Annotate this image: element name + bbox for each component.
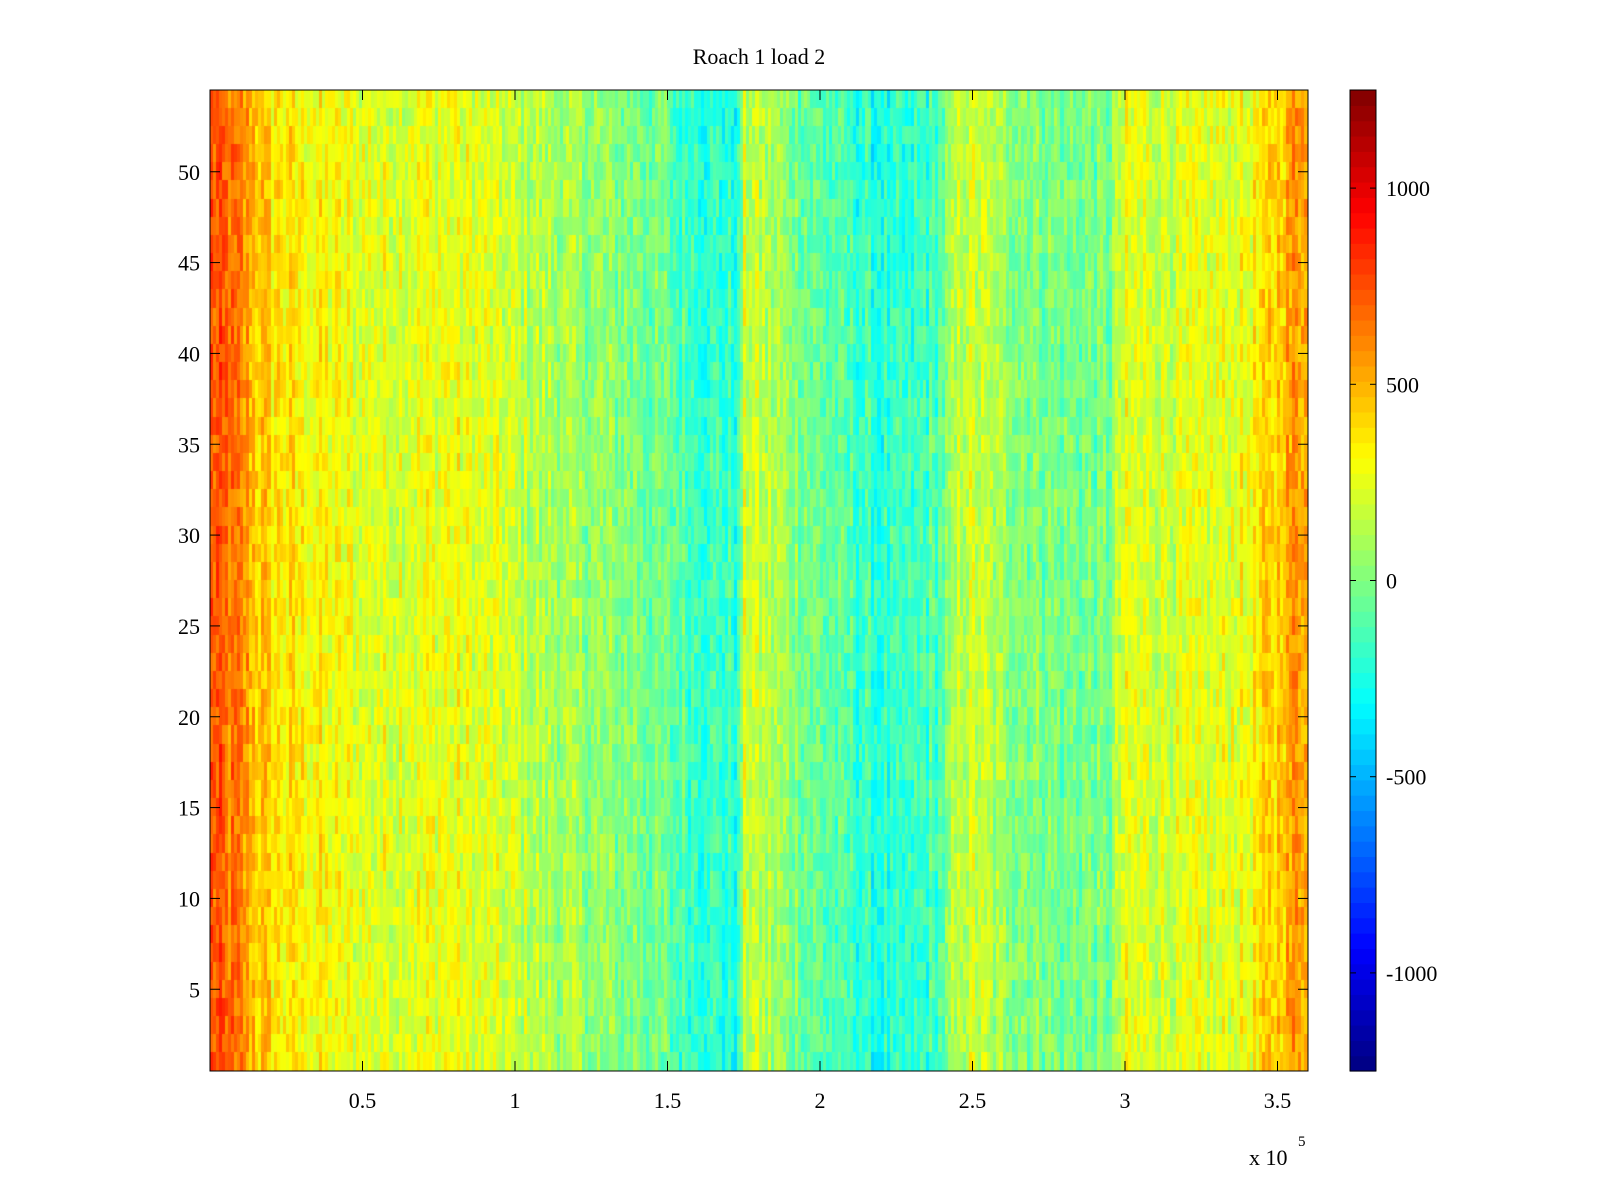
x-axis-multiplier-exponent: 5: [1298, 1134, 1306, 1150]
colorbar-swatch: [1350, 105, 1376, 122]
y-tick-label: 30: [178, 523, 200, 548]
colorbar-swatch: [1350, 718, 1376, 735]
x-tick-label: 3.5: [1264, 1088, 1292, 1113]
colorbar-swatch: [1350, 595, 1376, 612]
colorbar-swatch: [1350, 427, 1376, 444]
colorbar-swatch: [1350, 135, 1376, 152]
heatmap-cells: [210, 90, 1308, 1071]
colorbar-swatch: [1350, 212, 1376, 229]
colorbar-swatch: [1350, 887, 1376, 903]
colorbar-swatch: [1350, 795, 1376, 812]
y-tick-label: 5: [189, 977, 200, 1002]
colorbar-swatch: [1350, 304, 1376, 321]
colorbar-swatch: [1350, 641, 1376, 658]
colorbar-swatch: [1350, 825, 1376, 842]
y-tick-label: 10: [178, 886, 200, 911]
colorbar-swatch: [1350, 181, 1376, 198]
colorbar-swatch: [1350, 871, 1376, 888]
x-tick-label: 2.5: [959, 1088, 987, 1113]
colorbar-swatch: [1350, 902, 1376, 919]
colorbar-swatch: [1350, 519, 1376, 536]
colorbar-swatch: [1350, 779, 1376, 796]
colorbar-swatch: [1350, 227, 1376, 244]
colorbar-swatch: [1350, 810, 1376, 827]
colorbar-tick-label: 500: [1386, 372, 1419, 397]
colorbar-swatch: [1350, 488, 1376, 505]
colorbar-tick-label: 1000: [1386, 176, 1430, 201]
colorbar-swatch: [1350, 963, 1376, 980]
colorbar-swatch: [1350, 549, 1376, 566]
colorbar-swatch: [1350, 703, 1376, 720]
colorbar-swatch: [1350, 473, 1376, 490]
colorbar-swatch: [1350, 1025, 1376, 1041]
x-axis-ticks: 0.5 1 1.5 2 2.5 3 3.5: [349, 90, 1292, 1113]
y-axis-ticks: 5 10 15 20 25 30 35 40 45 50: [178, 160, 1308, 1002]
colorbar-swatch: [1350, 1040, 1376, 1057]
colorbar-tick-label: 0: [1386, 569, 1397, 594]
colorbar-swatch: [1350, 289, 1376, 306]
colorbar-swatch: [1350, 381, 1376, 398]
colorbar-swatch: [1350, 917, 1376, 934]
x-tick-label: 3: [1120, 1088, 1131, 1113]
x-axis-multiplier: x 10: [1249, 1145, 1288, 1170]
colorbar-tick-label: -500: [1386, 765, 1426, 790]
x-tick-label: 0.5: [349, 1088, 377, 1113]
y-tick-label: 40: [178, 341, 200, 366]
colorbar-swatch: [1350, 396, 1376, 413]
colorbar-swatch: [1350, 534, 1376, 551]
colorbar-swatch: [1350, 933, 1376, 949]
y-tick-label: 20: [178, 705, 200, 730]
colorbar-swatch: [1350, 151, 1376, 168]
colorbar-swatch: [1350, 565, 1376, 582]
colorbar-swatch: [1350, 335, 1376, 352]
colorbar-swatch: [1350, 166, 1376, 183]
x-tick-label: 1.5: [654, 1088, 682, 1113]
colorbar-swatch: [1350, 764, 1376, 781]
colorbar-swatch: [1350, 273, 1376, 290]
colorbar-swatch: [1350, 1009, 1376, 1026]
colorbar-swatch: [1350, 442, 1376, 459]
colorbar-swatch: [1350, 611, 1376, 628]
y-tick-label: 45: [178, 251, 200, 276]
y-tick-label: 25: [178, 614, 200, 639]
colorbar-swatch: [1350, 319, 1376, 336]
colorbar-swatch: [1350, 90, 1376, 106]
colorbar-swatch: [1350, 365, 1376, 382]
colorbar-tick-label: -1000: [1386, 961, 1437, 986]
colorbar-swatch: [1350, 411, 1376, 428]
heatmap-image: [210, 90, 1308, 1071]
colorbar-swatch: [1350, 948, 1376, 965]
colorbar-swatch: [1350, 979, 1376, 995]
plot-frame: [209, 89, 1309, 1072]
colorbar-swatch: [1350, 350, 1376, 367]
colorbar-swatch: [1350, 657, 1376, 674]
colorbar-swatch: [1350, 120, 1376, 137]
colorbar-swatch: [1350, 733, 1376, 750]
colorbar-swatch: [1350, 243, 1376, 260]
colorbar-swatch: [1350, 626, 1376, 643]
colorbar-swatch: [1350, 457, 1376, 474]
colorbar-swatch: [1350, 749, 1376, 766]
x-tick-label: 1: [510, 1088, 521, 1113]
y-tick-label: 50: [178, 160, 200, 185]
colorbar: [1350, 90, 1376, 1072]
y-tick-label: 35: [178, 432, 200, 457]
colorbar-swatch: [1350, 1055, 1376, 1072]
colorbar-swatch: [1350, 503, 1376, 520]
colorbar-swatch: [1350, 197, 1376, 214]
colorbar-swatch: [1350, 687, 1376, 704]
colorbar-swatch: [1350, 841, 1376, 858]
colorbar-swatch: [1350, 258, 1376, 275]
colorbar-swatch: [1350, 580, 1376, 597]
colorbar-swatch: [1350, 856, 1376, 873]
y-tick-label: 15: [178, 796, 200, 821]
colorbar-swatch: [1350, 672, 1376, 689]
chart-title: Roach 1 load 2: [693, 44, 826, 69]
colorbar-swatch: [1350, 994, 1376, 1011]
colorbar-ticks: -1000 -500 0 500 1000: [1350, 176, 1437, 986]
x-tick-label: 2: [815, 1088, 826, 1113]
